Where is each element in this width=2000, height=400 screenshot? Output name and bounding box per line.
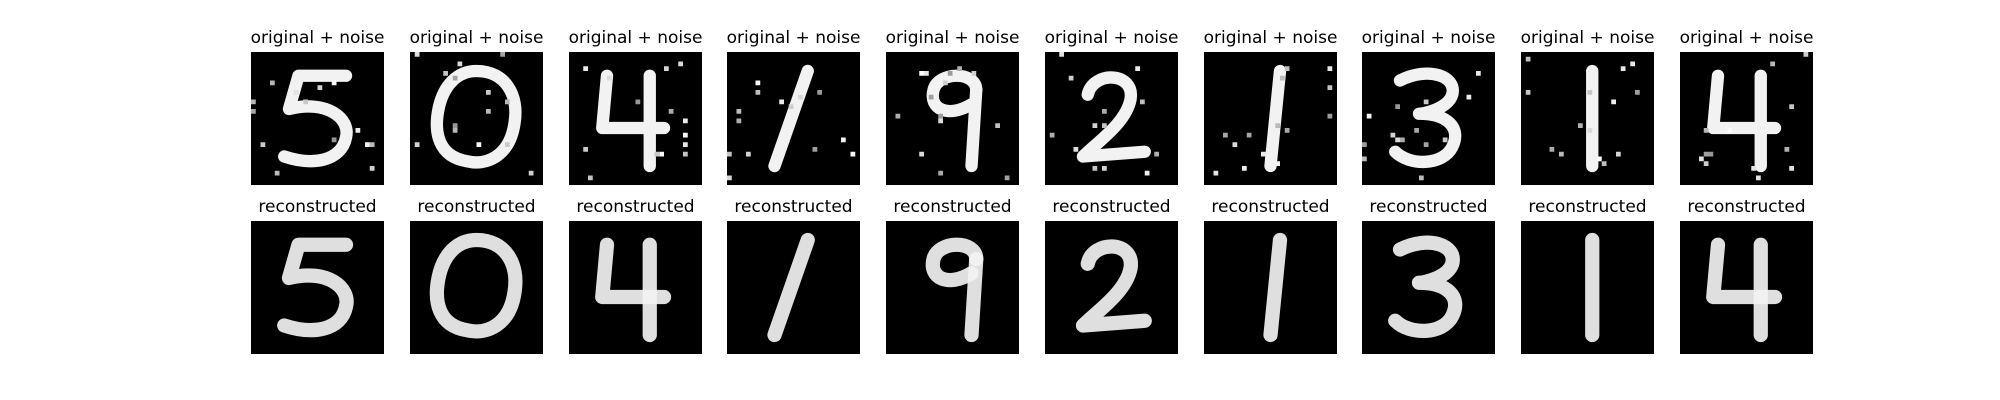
noise-pixels — [895, 66, 1010, 181]
noisy-digit-image — [569, 52, 702, 185]
reconstructed-digit-image — [251, 221, 384, 354]
digit-stroke — [768, 64, 814, 173]
panel-title: reconstructed — [417, 197, 536, 217]
digit-stroke — [1264, 64, 1287, 173]
panel-title: original + noise — [885, 28, 1020, 48]
panel-title: reconstructed — [734, 197, 853, 217]
reconstructed-digit-image — [1045, 221, 1178, 354]
panel-title: original + noise — [1361, 28, 1496, 48]
digit-stroke — [1075, 239, 1152, 333]
panel-title: original + noise — [1679, 28, 1814, 48]
digit-stroke — [1706, 237, 1783, 343]
noisy-digit-image — [410, 52, 543, 185]
panel-title: original + noise — [568, 28, 703, 48]
digit-stroke — [277, 237, 354, 338]
noise-pixels — [1525, 56, 1640, 166]
digit-stroke — [278, 69, 353, 168]
noise-pixels — [251, 80, 375, 176]
digit-stroke — [429, 232, 523, 339]
panel-title: reconstructed — [576, 197, 695, 217]
noisy-digit-image — [1045, 52, 1178, 185]
panel-title: reconstructed — [1528, 197, 1647, 217]
noisy-digit-image — [886, 52, 1019, 185]
reconstructed-digit-image — [1521, 221, 1654, 354]
digit-stroke — [1389, 67, 1462, 169]
panel-title: reconstructed — [1687, 197, 1806, 217]
reconstructed-digit-image — [1680, 221, 1813, 354]
noise-pixels — [727, 80, 856, 181]
panel-title: original + noise — [250, 28, 385, 48]
noisy-digit-image — [1362, 52, 1495, 185]
noise-pixels — [583, 61, 688, 181]
panel-title: original + noise — [409, 28, 544, 48]
reconstructed-digit-image — [727, 221, 860, 354]
digit-stroke — [1076, 71, 1151, 163]
panel-title: original + noise — [1044, 28, 1179, 48]
noisy-digit-image — [1680, 52, 1813, 185]
panel-title: reconstructed — [258, 197, 377, 217]
digit-stroke — [596, 69, 671, 173]
digit-stroke — [1263, 232, 1288, 343]
panel-title: original + noise — [1520, 28, 1655, 48]
digit-stroke — [926, 69, 983, 173]
digit-stroke — [595, 237, 672, 343]
noise-pixels — [1699, 52, 1809, 181]
digit-stroke — [430, 64, 522, 169]
panel-title: original + noise — [726, 28, 861, 48]
noisy-digit-image — [1204, 52, 1337, 185]
noisy-digit-image — [251, 52, 384, 185]
noise-pixels — [1362, 71, 1481, 181]
digit-stroke — [925, 237, 984, 343]
digit-stroke — [1388, 235, 1463, 339]
noisy-digit-image — [1521, 52, 1654, 185]
reconstructed-digit-image — [1204, 221, 1337, 354]
panel-title: reconstructed — [1369, 197, 1488, 217]
reconstructed-digit-image — [1362, 221, 1495, 354]
reconstructed-digit-image — [886, 221, 1019, 354]
panel-title: reconstructed — [893, 197, 1012, 217]
digit-stroke — [767, 232, 815, 343]
noise-pixels — [1049, 52, 1159, 176]
noisy-digit-image — [727, 52, 860, 185]
panel-title: reconstructed — [1052, 197, 1171, 217]
panel-title: reconstructed — [1211, 197, 1330, 217]
reconstructed-digit-image — [569, 221, 702, 354]
noise-pixels — [1213, 66, 1333, 176]
panel-title: original + noise — [1203, 28, 1338, 48]
reconstructed-digit-image — [410, 221, 543, 354]
noise-pixels — [414, 52, 534, 176]
